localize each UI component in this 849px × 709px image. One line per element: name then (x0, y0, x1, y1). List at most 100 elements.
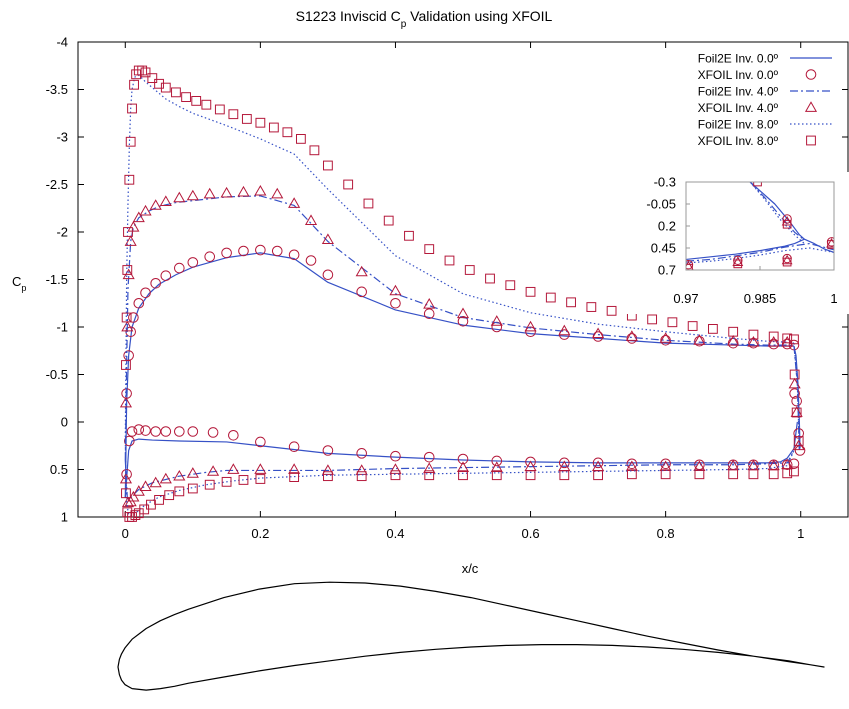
data-point (525, 326, 536, 338)
data-point (164, 490, 175, 501)
data-point (288, 249, 300, 261)
data-point (768, 469, 779, 480)
inset-data-point (753, 182, 762, 187)
inset-data-point (686, 263, 693, 270)
data-point (708, 324, 718, 334)
y-tick-label: -2.5 (46, 177, 68, 192)
data-point (154, 495, 164, 505)
data-point (140, 425, 151, 436)
series-line-upper (124, 74, 795, 442)
data-point (295, 134, 306, 144)
inset-y-tick-label: 0.7 (658, 263, 676, 278)
data-point (124, 435, 135, 447)
data-point (201, 99, 212, 110)
data-point (322, 269, 334, 281)
data-point (566, 297, 576, 308)
inset-data-point (781, 254, 793, 265)
y-tick-label: -4 (56, 35, 68, 50)
data-point (323, 471, 333, 482)
data-point (727, 335, 740, 346)
data-point (423, 462, 436, 473)
legend-label: XFOIL Inv. 0.0º (698, 68, 779, 82)
data-point (768, 331, 779, 342)
data-point (133, 297, 145, 309)
data-point (545, 292, 556, 303)
data-point (203, 187, 216, 199)
inset-x-axis: 0.97 0.985 1 (673, 266, 838, 306)
data-point (782, 333, 793, 344)
data-point (149, 199, 162, 210)
data-point (592, 327, 605, 339)
inset-data-point (827, 240, 834, 249)
data-point (139, 480, 152, 491)
chart-title-rest: Validation using XFOIL (406, 8, 552, 24)
data-point (593, 470, 603, 481)
data-point (121, 488, 131, 499)
data-point (625, 330, 638, 341)
legend-marker (806, 135, 816, 146)
data-point (559, 457, 570, 469)
data-point (747, 335, 760, 347)
data-point (356, 471, 367, 482)
data-point (130, 510, 141, 521)
data-point (458, 470, 468, 481)
data-point (150, 426, 161, 437)
inset-series-line (686, 247, 834, 264)
data-point (424, 244, 435, 254)
data-point (390, 450, 401, 462)
inset-y-tick-label: -0.3 (654, 175, 676, 190)
data-point (221, 247, 232, 259)
y-tick-label: -2 (56, 225, 68, 240)
data-point (126, 426, 138, 437)
data-point (424, 470, 435, 481)
data-point (288, 441, 300, 453)
data-point (124, 174, 135, 185)
inset-chart: 0.97 0.985 1 -0.3 -0.05 0.2 0.45 0.7 (620, 172, 849, 314)
data-point (728, 469, 739, 480)
inset-series-line (749, 182, 805, 241)
data-point (227, 463, 240, 474)
data-point (147, 73, 158, 83)
data-point (464, 265, 475, 275)
data-point (186, 467, 199, 478)
data-point (121, 312, 132, 323)
chart-title-subscript: p (401, 19, 407, 30)
data-point (491, 470, 502, 481)
data-point (660, 469, 671, 480)
data-point (159, 472, 172, 484)
data-point (121, 320, 134, 332)
data-point (207, 427, 219, 438)
data-point (124, 235, 137, 246)
y-tick-label: 0.5 (50, 462, 68, 477)
data-point (127, 103, 137, 114)
y-tick-label: -1.5 (46, 272, 68, 287)
data-point (592, 457, 604, 469)
data-point (782, 468, 793, 479)
data-point (355, 265, 368, 277)
main-y-axis: -4 -3.5 -3 -2.5 -2 -1.5 -1 -0.5 0 0.5 1 (46, 35, 848, 525)
data-point (160, 270, 172, 282)
data-point (171, 87, 181, 98)
data-point (191, 96, 202, 106)
data-point (125, 136, 136, 147)
data-point (129, 79, 139, 90)
data-point (748, 329, 759, 340)
data-point (659, 460, 672, 472)
data-point (789, 369, 800, 380)
data-point (490, 461, 503, 472)
data-point (131, 69, 141, 80)
data-point (127, 490, 140, 502)
airfoil-diagram (117, 581, 825, 691)
data-point (456, 461, 470, 472)
data-point (255, 436, 266, 448)
data-point (204, 251, 216, 263)
data-point (187, 483, 198, 494)
data-point (356, 448, 367, 459)
series-line-te (793, 343, 800, 451)
inset-series-line (749, 182, 805, 240)
y-tick-label: -3 (56, 130, 68, 145)
data-point (423, 308, 435, 320)
data-point (660, 458, 671, 470)
data-point (186, 189, 199, 201)
data-point (137, 65, 148, 76)
